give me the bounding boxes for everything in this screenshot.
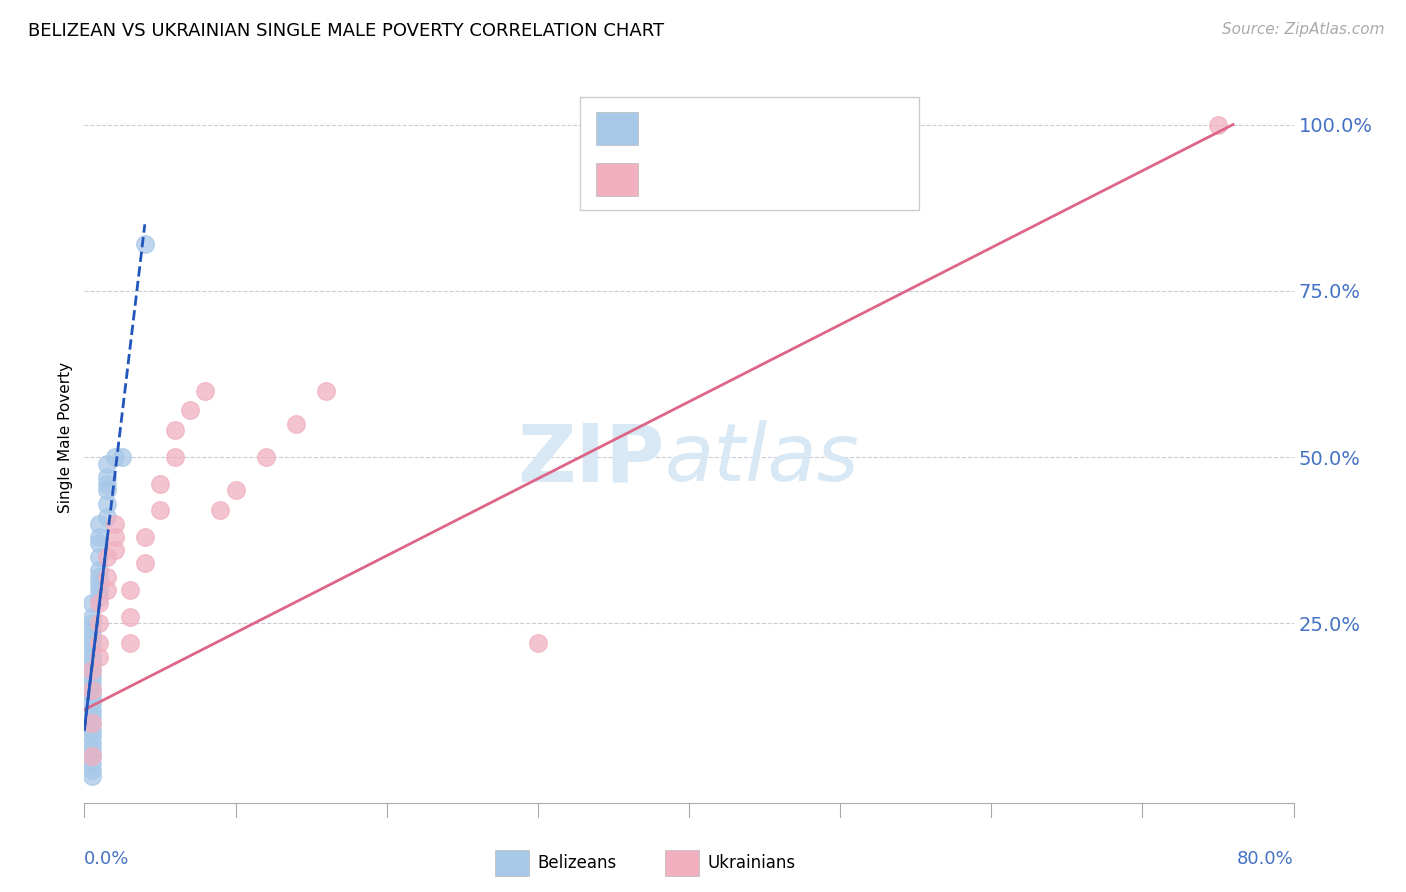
Text: atlas: atlas <box>665 420 859 498</box>
Y-axis label: Single Male Poverty: Single Male Poverty <box>58 361 73 513</box>
Point <box>80 596 103 610</box>
Point <box>80 616 103 631</box>
Point <box>89 549 111 564</box>
Point <box>315 384 337 398</box>
Text: Belizeans: Belizeans <box>538 854 617 871</box>
Point <box>149 503 172 517</box>
Text: N =: N = <box>780 119 823 138</box>
Point <box>96 582 118 597</box>
Point <box>165 450 187 464</box>
Point <box>89 596 111 610</box>
Text: 0.666: 0.666 <box>699 119 761 138</box>
Point <box>80 709 103 723</box>
Point <box>80 636 103 650</box>
Bar <box>665 850 699 876</box>
Point <box>209 503 232 517</box>
Point <box>104 530 127 544</box>
Text: R =: R = <box>652 170 695 189</box>
Text: N =: N = <box>780 170 823 189</box>
Point <box>80 749 103 764</box>
Point <box>80 729 103 743</box>
Point <box>80 656 103 670</box>
FancyBboxPatch shape <box>581 97 918 211</box>
Text: 80.0%: 80.0% <box>1237 850 1294 868</box>
Text: R =: R = <box>652 119 695 138</box>
Point <box>96 476 118 491</box>
Point <box>527 636 550 650</box>
Point <box>118 582 141 597</box>
Point <box>80 663 103 677</box>
Point <box>96 509 118 524</box>
Point <box>80 690 103 704</box>
Point <box>254 450 277 464</box>
Point <box>80 736 103 750</box>
Point <box>134 237 156 252</box>
Point <box>80 649 103 664</box>
Point <box>80 609 103 624</box>
Point <box>104 516 127 531</box>
Point <box>179 403 201 417</box>
Point <box>104 543 127 558</box>
Point <box>134 530 156 544</box>
Point <box>134 557 156 571</box>
Text: 0.614: 0.614 <box>699 170 761 189</box>
Point <box>80 742 103 756</box>
Point <box>89 576 111 591</box>
Point <box>80 682 103 697</box>
Point <box>194 384 217 398</box>
Point <box>165 424 187 438</box>
Point <box>89 530 111 544</box>
Point <box>89 582 111 597</box>
Point <box>96 497 118 511</box>
Point <box>104 450 127 464</box>
Point <box>96 457 118 471</box>
Point <box>118 609 141 624</box>
Point <box>80 703 103 717</box>
Point <box>89 636 111 650</box>
Point <box>111 450 134 464</box>
Point <box>80 716 103 731</box>
Point <box>89 570 111 584</box>
Point <box>285 417 308 431</box>
Point <box>80 643 103 657</box>
Point <box>89 516 111 531</box>
Point <box>80 663 103 677</box>
Point <box>80 749 103 764</box>
Point <box>89 590 111 604</box>
Point <box>80 623 103 637</box>
Bar <box>596 112 638 145</box>
Point <box>80 763 103 777</box>
Point <box>96 483 118 498</box>
Point <box>80 723 103 737</box>
Point <box>80 696 103 710</box>
Text: BELIZEAN VS UKRAINIAN SINGLE MALE POVERTY CORRELATION CHART: BELIZEAN VS UKRAINIAN SINGLE MALE POVERT… <box>28 22 664 40</box>
Point <box>225 483 247 498</box>
Point <box>80 769 103 783</box>
Point <box>89 649 111 664</box>
Point <box>1206 118 1229 132</box>
Point <box>80 669 103 683</box>
Text: Ukrainians: Ukrainians <box>707 854 796 871</box>
Text: 32: 32 <box>825 170 852 189</box>
Point <box>118 636 141 650</box>
Point <box>80 682 103 697</box>
Point <box>89 563 111 577</box>
Point <box>80 716 103 731</box>
Point <box>80 676 103 690</box>
Point <box>89 616 111 631</box>
Point <box>96 570 118 584</box>
Text: Source: ZipAtlas.com: Source: ZipAtlas.com <box>1222 22 1385 37</box>
Bar <box>596 163 638 195</box>
Text: 0.0%: 0.0% <box>84 850 129 868</box>
Point <box>149 476 172 491</box>
Text: ZIP: ZIP <box>517 420 665 498</box>
Point <box>89 536 111 550</box>
Point <box>80 630 103 644</box>
Text: 44: 44 <box>825 119 853 138</box>
Point <box>80 756 103 770</box>
Point <box>96 470 118 484</box>
Bar <box>495 850 529 876</box>
Point <box>96 549 118 564</box>
